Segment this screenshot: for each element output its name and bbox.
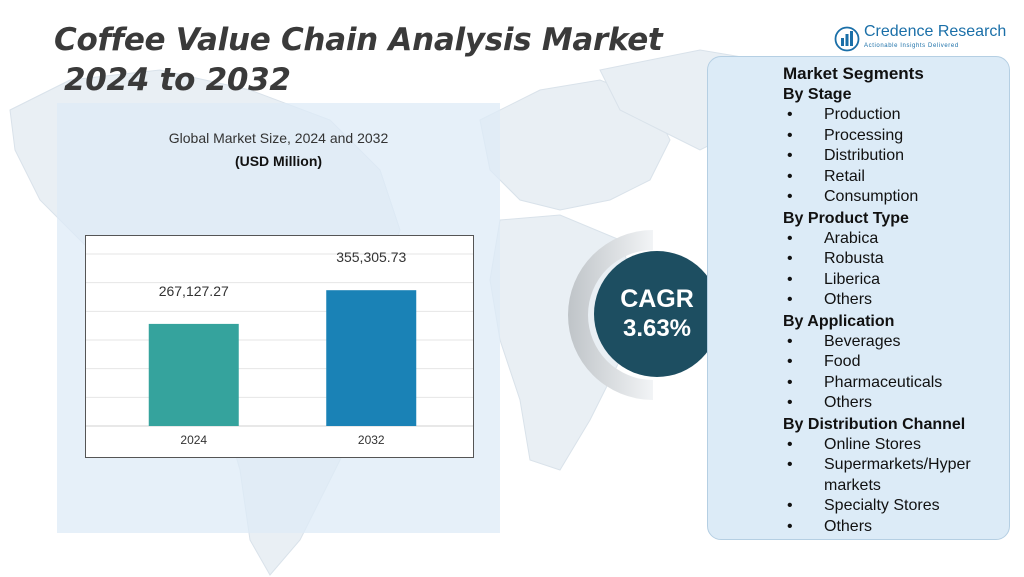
cagr-ring-shadow [568,230,653,400]
segments-title: Market Segments [783,64,924,83]
bar-chart: 267,127.27 2024 355,305.73 2032 [86,249,473,447]
segment-list: ArabicaRobustaLibericaOthers [783,229,1001,311]
market-size-chart-panel: Global Market Size, 2024 and 2032 (USD M… [57,103,500,533]
cagr-circle: CAGR 3.63% [594,251,720,377]
segment-item: Processing [783,126,1001,147]
title-line-2: 2024 to 2032 [64,62,291,98]
segment-heading: By Product Type [783,209,909,227]
segment-item: Liberica [783,270,1001,291]
segment-item: Food [783,352,1001,373]
segment-group: By Distribution Channel Online StoresSupe… [783,414,1001,538]
segment-item: Online Stores [783,435,1001,456]
segment-item: Robusta [783,249,1001,270]
segment-group: By Product Type ArabicaRobustaLibericaOth… [783,208,1001,311]
segment-item: Supermarkets/Hyper markets [783,455,1001,496]
title-line-1: Coffee Value Chain Analysis Market [54,22,663,58]
segment-list: BeveragesFoodPharmaceuticalsOthers [783,332,1001,414]
segment-groups: By Stage ProductionProcessingDistribution… [783,84,1001,537]
segment-heading: By Distribution Channel [783,415,966,433]
bar-chart-frame: 267,127.27 2024 355,305.73 2032 [85,235,474,458]
market-segments-panel: Market Segments By Stage ProductionProces… [707,56,1010,540]
segment-item: Arabica [783,229,1001,250]
x-tick-label: 2032 [358,433,385,447]
segment-heading: By Stage [783,86,852,103]
chart-title: Global Market Size, 2024 and 2032 [168,130,389,146]
segment-item: Consumption [783,187,1001,208]
bar-2032 [326,290,417,426]
x-tick-label: 2024 [180,433,207,447]
segment-heading: By Application [783,312,895,330]
bar-value-label: 267,127.27 [159,283,229,299]
page-title: Coffee Value Chain Analysis Market 2024 … [54,20,663,100]
logo-tagline: Actionable Insights Delivered [864,43,959,49]
segment-item: Others [783,517,1001,538]
cagr-badge: CAGR 3.63% [553,230,720,400]
segment-item: Production [783,105,1001,126]
credence-research-logo: Credence Research Actionable Insights De… [834,23,1007,54]
segment-item: Others [783,393,1001,414]
segment-group: By Stage ProductionProcessingDistribution… [783,84,1001,208]
segment-list: ProductionProcessingDistributionRetailCo… [783,105,1001,208]
bar-2024 [148,323,239,426]
bar-value-label: 355,305.73 [336,249,406,265]
segment-item: Specialty Stores [783,496,1001,517]
segment-group: By Application BeveragesFoodPharmaceutica… [783,311,1001,414]
cagr-value: 3.63% [622,315,692,342]
segment-item: Others [783,290,1001,311]
segment-item: Pharmaceuticals [783,373,1001,394]
logo-bars-icon [834,26,860,52]
segment-item: Beverages [783,332,1001,353]
segment-item: Retail [783,167,1001,188]
segment-item: Distribution [783,146,1001,167]
cagr-label: CAGR [620,285,694,313]
logo-name: Credence Research [864,23,1007,40]
segment-list: Online StoresSupermarkets/Hyper marketsS… [783,435,1001,538]
chart-unit-label: (USD Million) [234,153,323,169]
